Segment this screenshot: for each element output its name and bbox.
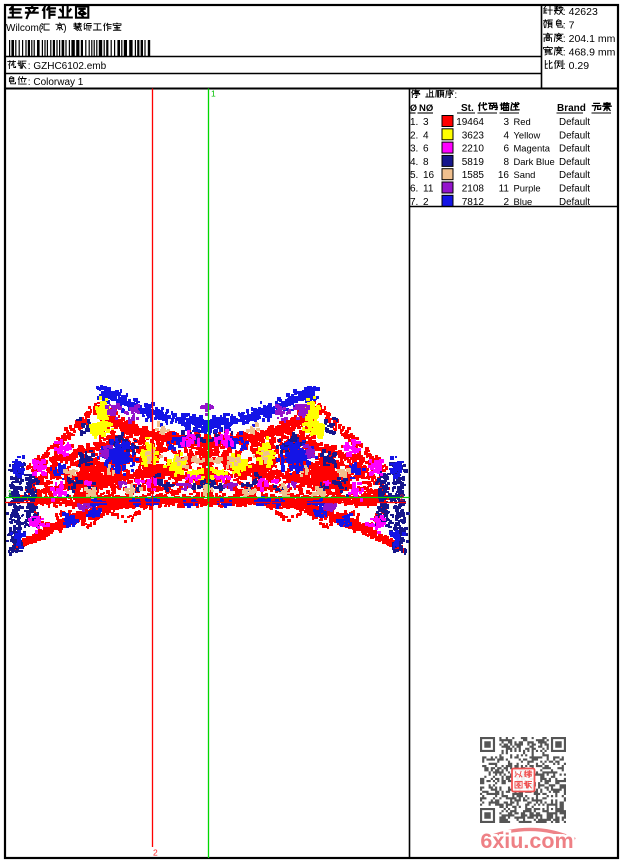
svg-text:4: 4 [423,130,429,141]
svg-text:2: 2 [153,848,158,858]
svg-text:NØ: NØ [419,103,433,114]
svg-text:): ) [63,23,66,34]
svg-text:Wilcom(: Wilcom( [6,23,43,34]
svg-text:Sand: Sand [514,169,536,180]
svg-text:: 204.1 mm: : 204.1 mm [563,33,616,45]
svg-text:Default: Default [559,197,590,208]
svg-text:Yellow: Yellow [514,129,541,140]
svg-text:Default: Default [559,184,590,195]
svg-text:: 7: : 7 [563,20,575,32]
svg-text:1585: 1585 [462,170,485,181]
svg-text:3623: 3623 [462,130,485,141]
svg-text:2: 2 [400,493,405,503]
svg-text:Ø: Ø [410,103,417,113]
svg-text:8: 8 [423,157,429,168]
svg-text:: 468.9 mm: : 468.9 mm [563,47,616,59]
svg-text:Default: Default [559,117,590,128]
svg-text:2.: 2. [410,130,418,141]
svg-text:5819: 5819 [462,157,485,168]
svg-text:Default: Default [559,157,590,168]
svg-text:6.: 6. [410,184,418,195]
svg-text:1.: 1. [410,117,418,128]
svg-text:St.: St. [461,103,474,114]
svg-text:4: 4 [503,130,509,141]
svg-text:16: 16 [498,170,510,181]
svg-text:4.: 4. [410,157,418,168]
svg-text:: Colorway 1: : Colorway 1 [28,77,84,88]
svg-text:19464: 19464 [456,117,484,128]
svg-text:3: 3 [423,117,429,128]
svg-text:: 0.29: : 0.29 [563,60,589,72]
svg-text:2: 2 [423,197,429,208]
svg-text:3.: 3. [410,144,418,155]
svg-text::: : [454,90,457,101]
svg-text:6: 6 [503,144,509,155]
svg-text:Brand: Brand [557,103,586,114]
svg-text:Red: Red [514,116,531,127]
svg-text:1: 1 [8,488,13,498]
svg-text:6xiu.com: 6xiu.com [480,829,573,853]
svg-text:: GZHC6102.emb: : GZHC6102.emb [28,61,107,72]
svg-text:3: 3 [503,117,509,128]
svg-text:11: 11 [499,184,510,195]
svg-text:5.: 5. [410,170,418,181]
svg-text:1: 1 [211,89,216,99]
svg-text:8: 8 [503,157,509,168]
svg-text:6: 6 [423,144,429,155]
svg-text:6xiu.com: 6xiu.com [480,829,573,853]
svg-text:Default: Default [559,130,590,141]
svg-text:7.: 7. [410,197,418,208]
svg-text:7812: 7812 [462,197,485,208]
svg-text:Default: Default [559,144,590,155]
svg-text:16: 16 [423,170,435,181]
svg-text:2210: 2210 [462,144,485,155]
svg-text:Default: Default [559,170,590,181]
svg-text:Blue: Blue [514,196,533,207]
svg-text:Magenta: Magenta [514,143,551,154]
svg-text:2: 2 [503,197,509,208]
svg-text:11: 11 [423,184,434,195]
svg-text:2108: 2108 [462,184,485,195]
svg-text:Dark Blue: Dark Blue [514,156,555,167]
svg-text:: 42623: : 42623 [563,6,598,18]
svg-text:Purple: Purple [514,183,541,194]
